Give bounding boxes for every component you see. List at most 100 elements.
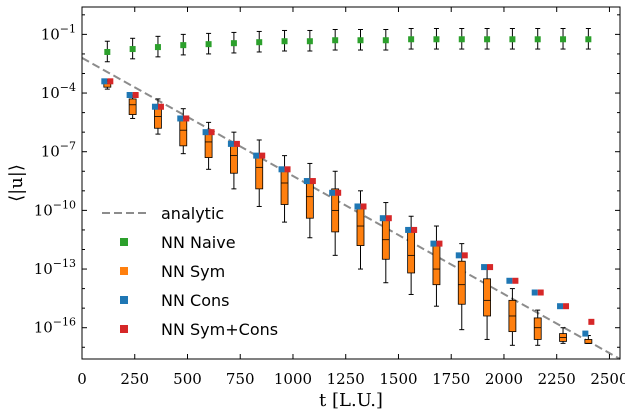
y-axis-title: ⟨|u|⟩	[6, 164, 27, 202]
symcons-point	[588, 318, 595, 325]
plot-area	[81, 28, 621, 360]
y-tick-label: 10−4	[41, 81, 76, 102]
analytic-line	[81, 56, 621, 360]
symcons-point	[208, 129, 215, 136]
sym-box	[457, 260, 466, 305]
cons-point	[227, 140, 234, 147]
sym-box	[533, 317, 542, 340]
symcons-point	[385, 215, 392, 222]
symcons-point	[487, 264, 494, 271]
naive-point	[560, 36, 567, 43]
cons-point	[430, 240, 437, 247]
legend-label: NN Sym+Cons	[161, 320, 278, 339]
symcons-point	[436, 240, 443, 247]
naive-point	[585, 36, 592, 43]
cons-point	[582, 330, 589, 337]
symcons-point	[335, 189, 342, 196]
x-tick-label: 500	[173, 370, 202, 388]
x-tick-label: 250	[120, 370, 149, 388]
cons-point	[481, 264, 488, 271]
sym-box	[381, 217, 390, 260]
symcons-point	[461, 252, 468, 259]
sym-box	[407, 231, 416, 274]
y-tick-label: 10−16	[34, 316, 76, 337]
naive-point	[534, 36, 541, 43]
symcons-point	[284, 166, 291, 173]
y-tick-label: 10−10	[34, 198, 76, 219]
legend-swatch	[120, 238, 128, 246]
cons-point	[151, 103, 158, 110]
naive-point	[129, 46, 136, 53]
x-tick-label: 2250	[538, 370, 576, 388]
legend: analytic NN Naive NN Sym NN Cons NN Sym+Cons	[102, 204, 278, 339]
cons-point	[177, 115, 184, 122]
naive-point	[256, 39, 263, 46]
legend-label: NN Cons	[161, 291, 229, 310]
naive-point	[205, 41, 212, 48]
sym-box	[305, 178, 314, 219]
naive-point	[306, 38, 313, 45]
legend-label: NN Naive	[161, 233, 236, 252]
naive-point	[230, 40, 237, 47]
cons-point	[354, 203, 361, 210]
sym-box	[584, 339, 593, 344]
sym-box	[432, 245, 441, 286]
naive-point	[408, 36, 415, 43]
cons-point	[202, 129, 209, 136]
sym-box	[483, 278, 491, 317]
sym-box	[128, 98, 137, 115]
naive-point	[382, 37, 389, 44]
naive-point	[458, 36, 465, 43]
naive-point	[154, 44, 161, 51]
naive-point	[484, 36, 491, 43]
x-tick-label: 1250	[327, 370, 365, 388]
legend-label: analytic	[161, 204, 224, 223]
symcons-point	[411, 226, 418, 233]
naive-point	[281, 38, 288, 45]
cons-point	[531, 289, 538, 296]
naive-point	[509, 36, 516, 43]
cons-point	[101, 78, 108, 85]
legend-label: NN Sym	[161, 262, 225, 281]
cons-point	[455, 252, 462, 259]
sym-box	[154, 106, 162, 129]
symcons-point	[360, 203, 367, 210]
axes: 0 250 500 750 1000 1250 1500 1750 2000 2250 2500 10…	[34, 7, 625, 388]
naive-point	[104, 48, 111, 55]
sym-box	[230, 143, 238, 174]
cons-point	[329, 189, 336, 196]
x-axis-title: t [L.U.]	[319, 390, 383, 411]
x-tick-label: 1500	[379, 370, 417, 388]
symcons-point	[132, 92, 139, 98]
legend-swatch	[120, 267, 128, 275]
symcons-point	[157, 103, 164, 110]
x-tick-label: 1000	[274, 370, 312, 388]
sym-box	[179, 118, 188, 147]
cons-point	[557, 303, 564, 310]
cons-point	[278, 166, 285, 173]
legend-swatch	[120, 296, 128, 304]
x-tick-label: 2000	[485, 370, 523, 388]
x-tick-label: 1750	[432, 370, 470, 388]
symcons-point	[537, 289, 544, 296]
naive-point	[180, 42, 187, 49]
symcons-point	[233, 140, 240, 147]
legend-swatch	[120, 325, 128, 333]
cons-point	[303, 178, 310, 185]
symcons-point	[309, 178, 316, 185]
cons-point	[506, 277, 513, 284]
sym-box	[255, 153, 264, 190]
x-tick-label: 2500	[590, 370, 625, 388]
symcons-point	[259, 152, 266, 159]
naive-point	[332, 37, 339, 44]
cons-point	[253, 152, 260, 159]
symcons-point	[563, 303, 570, 310]
symcons-point	[183, 115, 190, 122]
x-tick-label: 750	[226, 370, 255, 388]
naive-point	[357, 37, 364, 44]
plot-frame	[81, 6, 621, 360]
sym-box	[204, 131, 213, 158]
symcons-point	[512, 277, 519, 284]
cons-point	[405, 226, 412, 233]
